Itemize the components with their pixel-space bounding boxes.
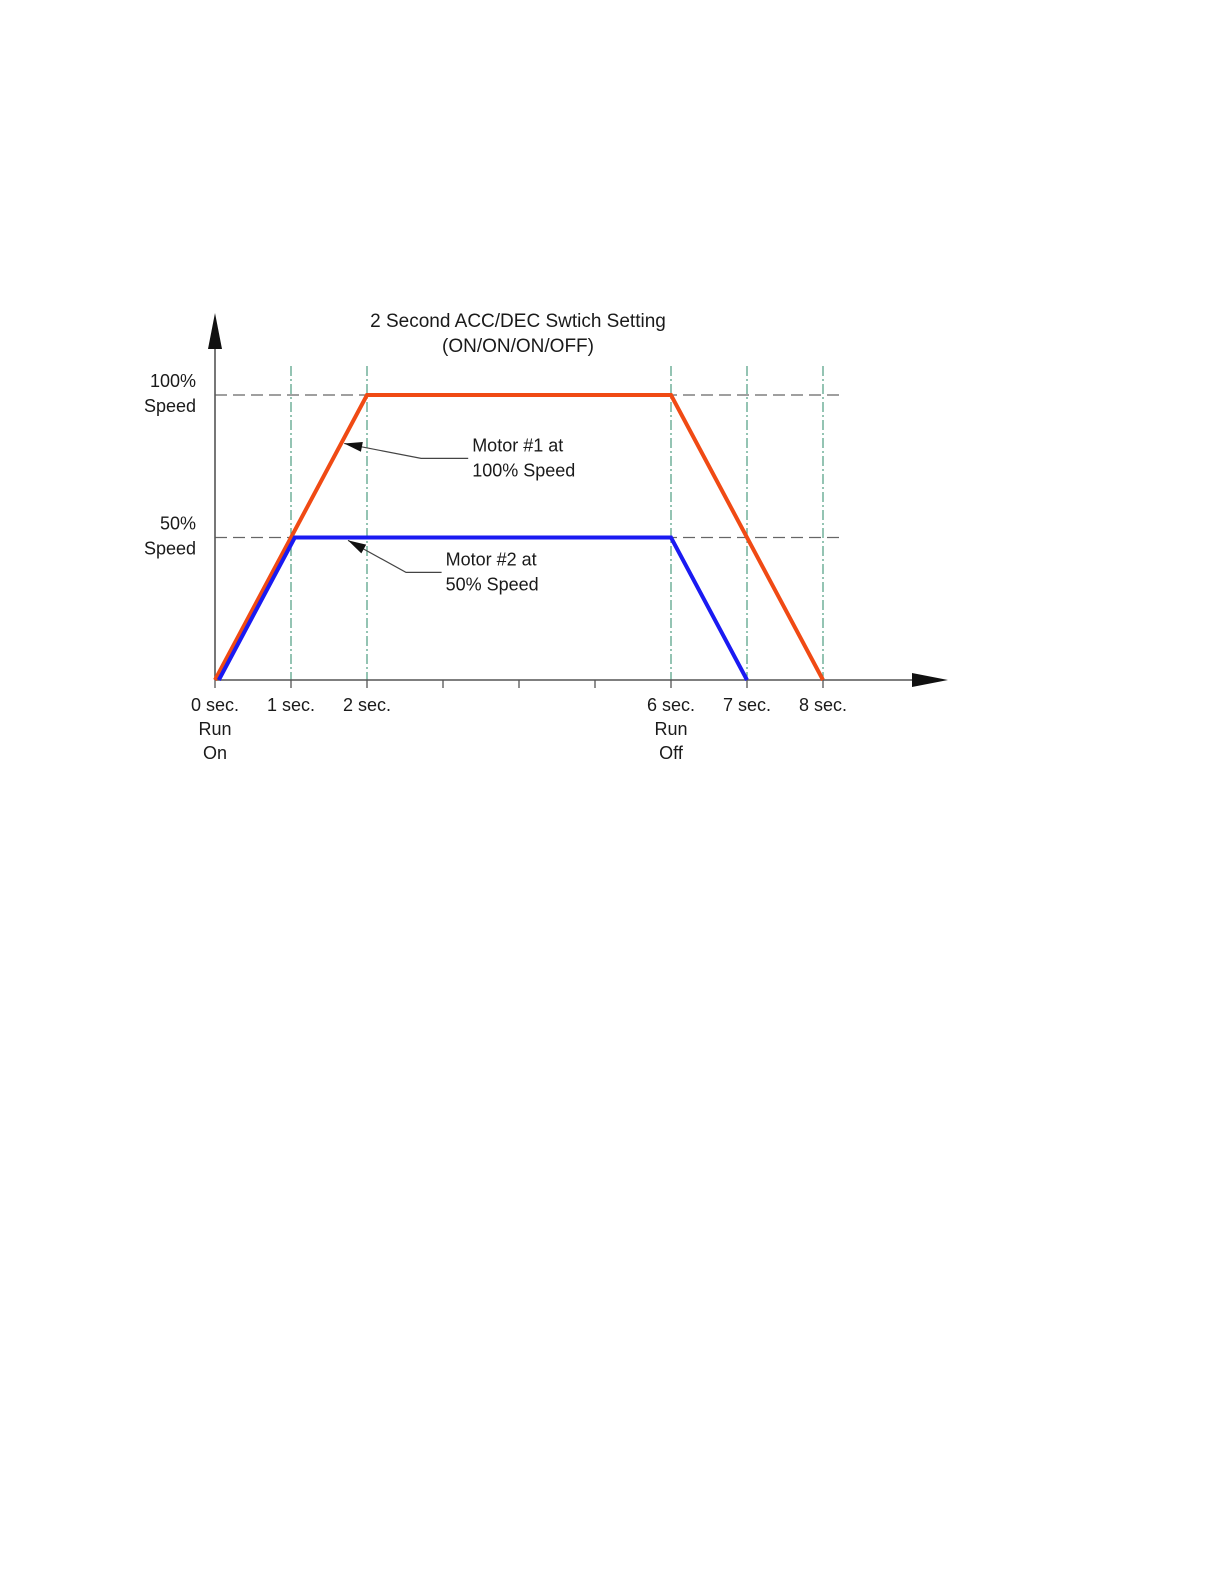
annotation-2-line-1: Motor #2 at	[446, 549, 537, 569]
axes	[208, 313, 948, 688]
x-tick-label-1s-line-1: 1 sec.	[267, 695, 315, 715]
chart-subtitle: (ON/ON/ON/OFF)	[442, 336, 594, 357]
x-tick-label-0s-line-1: 0 sec.	[191, 695, 239, 715]
annotation-1-arrowhead-icon	[344, 441, 363, 452]
annotation-2-line-2: 50% Speed	[446, 574, 539, 594]
series-line-motor-1	[213, 393, 825, 681]
annotation-1-line-2: 100% Speed	[472, 460, 575, 480]
x-axis-arrow-icon	[912, 673, 948, 687]
y-label-50-line-2: Speed	[144, 539, 196, 559]
chart-labels: 2 Second ACC/DEC Swtich Setting (ON/ON/ON…	[144, 311, 847, 763]
x-tick-label-0s-line-3: On	[203, 743, 227, 763]
y-axis-arrow-icon	[208, 313, 222, 349]
series-lines	[213, 393, 825, 681]
x-tick-label-8s-line-1: 8 sec.	[799, 695, 847, 715]
y-label-50-line-1: 50%	[160, 514, 196, 534]
x-tick-label-2s-line-1: 2 sec.	[343, 695, 391, 715]
x-tick-label-0s-line-2: Run	[198, 719, 231, 739]
annotation-2-arrowhead-icon	[348, 540, 367, 554]
annotation-1-line-1: Motor #1 at	[472, 435, 563, 455]
x-tick-label-7s-line-1: 7 sec.	[723, 695, 771, 715]
series-line-motor-2	[217, 535, 749, 681]
annotations: Motor #1 at 100% Speed Motor #2 at 50% Spee…	[344, 435, 575, 594]
annotation-1-leader-line	[344, 442, 469, 459]
chart-title: 2 Second ACC/DEC Swtich Setting	[370, 311, 666, 332]
gridlines	[215, 366, 843, 680]
x-tick-label-6s-line-1: 6 sec.	[647, 695, 695, 715]
x-tick-label-6s-line-2: Run	[654, 719, 687, 739]
y-label-100-line-2: Speed	[144, 396, 196, 416]
annotation-2-leader-line	[347, 539, 442, 574]
x-tick-label-6s-line-3: Off	[659, 743, 684, 763]
y-label-100-line-1: 100%	[150, 371, 196, 391]
